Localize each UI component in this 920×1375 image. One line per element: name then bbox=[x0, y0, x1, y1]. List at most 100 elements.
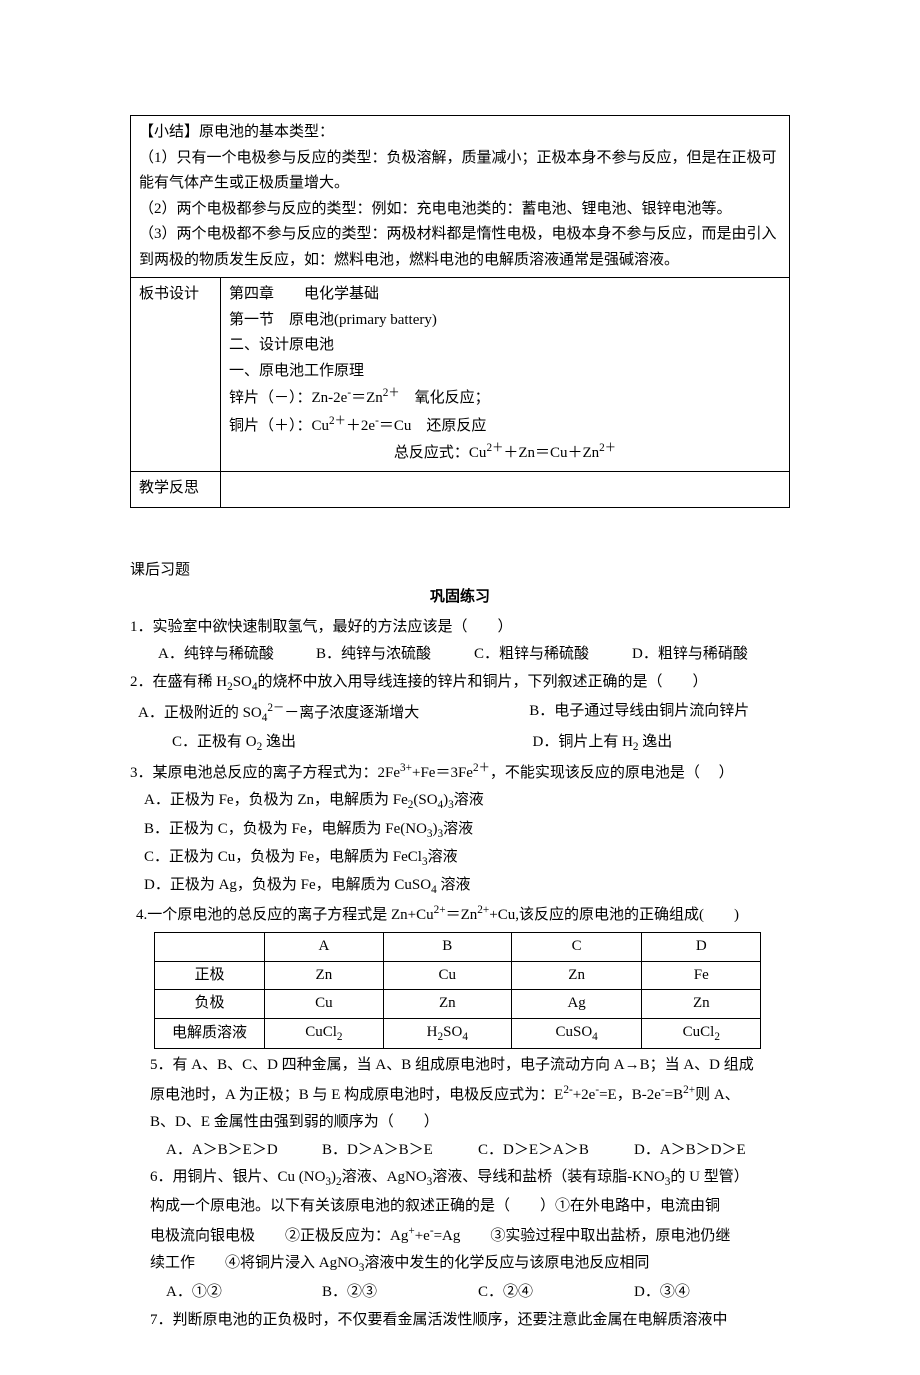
l6-s1: 2＋ bbox=[329, 415, 346, 427]
q2d-pre: D．铜片上有 H bbox=[533, 734, 633, 750]
c2s: 4 bbox=[592, 1031, 598, 1043]
q2-row2: C．正极有 O2 逸出 D．铜片上有 H2 逸出 bbox=[172, 730, 790, 757]
l6-suf: ＝Cu 还原反应 bbox=[379, 418, 487, 434]
q6-l2: 构成一个原电池。以下有关该原电池的叙述正确的是（ ）①在外电路中，电流由铜 bbox=[150, 1194, 790, 1220]
q5l2-m1: +2e bbox=[573, 1087, 596, 1103]
q4-s1: 2+ bbox=[434, 904, 446, 916]
board-l1: 第四章 电化学基础 bbox=[229, 282, 781, 308]
c0s: 2 bbox=[337, 1031, 343, 1043]
q6l4-pre: 续工作 ④将铜片浸入 AgNO bbox=[150, 1255, 359, 1271]
c3p: CuCl bbox=[683, 1024, 715, 1040]
q1-a: A．纯锌与稀硫酸 bbox=[158, 642, 316, 668]
q4-r1-l: 负极 bbox=[155, 990, 265, 1019]
q4-pre: 4.一个原电池的总反应的离子方程式是 Zn+Cu bbox=[136, 907, 434, 923]
q6l1-suf: 的 U 型管） bbox=[670, 1169, 748, 1185]
q3-b: B．正极为 C，负极为 Fe，电解质为 Fe(NO3)3溶液 bbox=[144, 817, 790, 844]
q4-r2-3: CuCl2 bbox=[642, 1018, 761, 1048]
l6-mid: ＋2e bbox=[346, 418, 375, 434]
q3-stem: 3．某原电池总反应的离子方程式为：2Fe3++Fe＝3Fe2＋，不能实现该反应的… bbox=[130, 759, 790, 787]
l7-s2: 2＋ bbox=[599, 442, 616, 454]
summary-title: 【小结】原电池的基本类型： bbox=[139, 120, 781, 146]
q4-stem: 4.一个原电池的总反应的离子方程式是 Zn+Cu2+＝Zn2++Cu,该反应的原… bbox=[136, 901, 790, 929]
board-l5: 锌片（－）：Zn-2e-＝Zn2＋ 氧化反应； bbox=[229, 384, 781, 412]
q2c-pre: C．正极有 O bbox=[172, 734, 257, 750]
l5-pre: 锌片（－）：Zn-2e bbox=[229, 390, 347, 406]
q4-r1-2: Ag bbox=[511, 990, 642, 1019]
q7-stem: 7．判断原电池的正负极时，不仅要看金属活泼性顺序，还要注意此金属在电解质溶液中 bbox=[150, 1308, 790, 1334]
q1-b: B．纯锌与浓硫酸 bbox=[316, 642, 474, 668]
q6l3-pre: 电极流向银电极 ②正极反应为：Ag bbox=[150, 1228, 408, 1244]
c1m: SO bbox=[443, 1024, 462, 1040]
q4-m1: ＝Zn bbox=[446, 907, 478, 923]
q1-stem: 1．实验室中欲快速制取氢气，最好的方法应该是（ ） bbox=[130, 615, 790, 641]
q5l2-m3: =B bbox=[665, 1087, 683, 1103]
summary-cell: 【小结】原电池的基本类型： （1）只有一个电极参与反应的类型：负极溶解，质量减小… bbox=[131, 116, 790, 278]
board-l6: 铜片（＋）：Cu2＋＋2e-＝Cu 还原反应 bbox=[229, 412, 781, 440]
summary-p3: （3）两个电极都不参与反应的类型：两极材料都是惰性电极，电极本身不参与反应，而是… bbox=[139, 222, 781, 273]
q1-options: A．纯锌与稀硫酸 B．纯锌与浓硫酸 C．粗锌与稀硫酸 D．粗锌与稀硝酸 bbox=[158, 642, 790, 668]
l7-pre: 总反应式：Cu bbox=[394, 445, 487, 461]
q2-m1: SO bbox=[233, 674, 252, 690]
summary-p1: （1）只有一个电极参与反应的类型：负极溶解，质量减小；正极本身不参与反应，但是在… bbox=[139, 146, 781, 197]
q6l1-pre: 6．用铜片、银片、Cu (NO bbox=[150, 1169, 325, 1185]
q4-r0-3: Fe bbox=[642, 961, 761, 990]
q6-l1: 6．用铜片、银片、Cu (NO3)2溶液、AgNO3溶液、导线和盐桥（装有琼脂-… bbox=[150, 1165, 790, 1192]
q6l3-m1: +e bbox=[415, 1228, 430, 1244]
l6-pre: 铜片（＋）：Cu bbox=[229, 418, 329, 434]
q3b-suf: 溶液 bbox=[443, 821, 473, 837]
q5-a: A．A＞B＞E＞D bbox=[166, 1138, 322, 1164]
practice-title: 巩固练习 bbox=[130, 585, 790, 611]
summary-p2: （2）两个电极都参与反应的类型：例如：充电电池类的：蓄电池、锂电池、银锌电池等。 bbox=[139, 197, 781, 223]
q3b-pre: B．正极为 C，负极为 Fe，电解质为 Fe(NO bbox=[144, 821, 427, 837]
c0p: CuCl bbox=[305, 1024, 337, 1040]
q6l1-m3: 溶液、导线和盐桥（装有琼脂-KNO bbox=[432, 1169, 665, 1185]
q6l3-suf: =Ag ③实验过程中取出盐桥，原电池仍继 bbox=[434, 1228, 731, 1244]
q4-th-4: D bbox=[642, 933, 761, 962]
q4-r1-0: Cu bbox=[265, 990, 384, 1019]
q2-row1: A．正极附近的 SO42－－离子浓度逐渐增大 B．电子通过导线由铜片流向锌片 bbox=[138, 699, 790, 728]
q5l2-s4: 2+ bbox=[683, 1084, 695, 1096]
q6-l4: 续工作 ④将铜片浸入 AgNO3溶液中发生的化学反应与该原电池反应相同 bbox=[150, 1251, 790, 1278]
after-class-label: 课后习题 bbox=[130, 558, 790, 584]
l5-sup2: 2＋ bbox=[383, 387, 400, 399]
q2a-pre: A．正极附近的 SO bbox=[138, 705, 262, 721]
q5-options: A．A＞B＞E＞D B．D＞A＞B＞E C．D＞E＞A＞B D．A＞B＞D＞E bbox=[166, 1138, 790, 1164]
q3d-suf: 溶液 bbox=[437, 877, 471, 893]
q2-pre: 2．在盛有稀 H bbox=[130, 674, 227, 690]
q4-r0-l: 正极 bbox=[155, 961, 265, 990]
q1-d: D．粗锌与稀硝酸 bbox=[632, 642, 790, 668]
l5-suf: 氧化反应； bbox=[400, 390, 490, 406]
q5-l2: 原电池时，A 为正极；B 与 E 构成原电池时，电极反应式为：E2-+2e-=E… bbox=[150, 1081, 790, 1109]
q5-l1: 5．有 A、B、C、D 四种金属，当 A、B 组成原电池时，电子流动方向 A→B… bbox=[150, 1053, 790, 1079]
q1-c: C．粗锌与稀硫酸 bbox=[474, 642, 632, 668]
board-label: 板书设计 bbox=[131, 278, 221, 472]
q6l4-suf: 溶液中发生的化学反应与该原电池反应相同 bbox=[364, 1255, 649, 1271]
q3-d: D．正极为 Ag，负极为 Fe，电解质为 CuSO4 溶液 bbox=[144, 873, 790, 900]
q4-th-3: C bbox=[511, 933, 642, 962]
q4-r2-1: H2SO4 bbox=[383, 1018, 511, 1048]
q3-a: A．正极为 Fe，负极为 Zn，电解质为 Fe2(SO4)3溶液 bbox=[144, 788, 790, 815]
c1p: H bbox=[427, 1024, 438, 1040]
q2-a: A．正极附近的 SO42－－离子浓度逐渐增大 bbox=[138, 699, 529, 728]
q4-r1-1: Zn bbox=[383, 990, 511, 1019]
q4-r2-0: CuCl2 bbox=[265, 1018, 384, 1048]
l5-mid: ＝Zn bbox=[351, 390, 383, 406]
q2a-sup: 2－ bbox=[267, 702, 284, 714]
l7-s1: 2＋ bbox=[486, 442, 503, 454]
q2a-suf: －离子浓度逐渐增大 bbox=[284, 705, 419, 721]
board-content: 第四章 电化学基础 第一节 原电池(primary battery) 二、设计原… bbox=[221, 278, 790, 472]
q2-d: D．铜片上有 H2 逸出 bbox=[533, 730, 791, 757]
q6-l3: 电极流向银电极 ②正极反应为：Ag++e-=Ag ③实验过程中取出盐桥，原电池仍… bbox=[150, 1222, 790, 1250]
q4-r0-2: Zn bbox=[511, 961, 642, 990]
q5-c: C．D＞E＞A＞B bbox=[478, 1138, 634, 1164]
board-l7: 总反应式：Cu2＋＋Zn＝Cu＋Zn2＋ bbox=[229, 439, 781, 467]
q3-m1: +Fe＝3Fe bbox=[412, 765, 473, 781]
q6l1-m2: 溶液、AgNO bbox=[342, 1169, 427, 1185]
c3s: 2 bbox=[714, 1031, 720, 1043]
q3c-suf: 溶液 bbox=[428, 849, 458, 865]
q4-s2: 2+ bbox=[477, 904, 489, 916]
q3-pre: 3．某原电池总反应的离子方程式为：2Fe bbox=[130, 765, 400, 781]
q2-b: B．电子通过导线由铜片流向锌片 bbox=[529, 699, 790, 728]
q3-c: C．正极为 Cu，负极为 Fe，电解质为 FeCl3溶液 bbox=[144, 845, 790, 872]
q4-r2-l: 电解质溶液 bbox=[155, 1018, 265, 1048]
